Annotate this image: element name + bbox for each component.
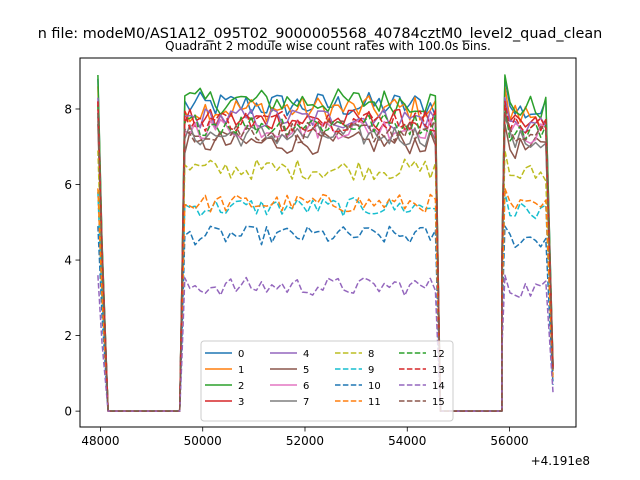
legend-label-10: 10 xyxy=(368,381,381,392)
y-tick-label: 6 xyxy=(64,178,72,192)
legend-label-12: 12 xyxy=(432,349,445,360)
legend-label-3: 3 xyxy=(238,397,244,408)
legend-label-13: 13 xyxy=(432,365,445,376)
legend-label-5: 5 xyxy=(303,365,309,376)
x-tick-label: 50000 xyxy=(184,434,222,448)
y-axis: 0 2 4 6 8 xyxy=(64,102,80,418)
y-tick-label: 4 xyxy=(64,253,72,267)
series-layer xyxy=(97,74,554,412)
legend-frame xyxy=(200,340,454,422)
x-tick-label: 56000 xyxy=(490,434,528,448)
x-tick-label: 48000 xyxy=(81,434,119,448)
legend-label-7: 7 xyxy=(303,397,309,408)
series-line-14 xyxy=(97,274,554,412)
x-offset-text: +4.191e8 xyxy=(531,454,590,468)
legend-label-2: 2 xyxy=(238,381,244,392)
legend-label-1: 1 xyxy=(238,365,244,376)
x-tick-label: 54000 xyxy=(388,434,426,448)
legend-label-4: 4 xyxy=(303,349,309,360)
x-axis: 48000 50000 52000 54000 56000 xyxy=(81,427,529,448)
y-tick-label: 8 xyxy=(64,102,72,116)
chart-suptitle: n file: modeM0/AS1A12_095T02_9000005568_… xyxy=(38,26,603,42)
chart-title: Quadrant 2 module wise count rates with … xyxy=(165,39,491,53)
y-tick-label: 0 xyxy=(64,404,72,418)
plot-frame xyxy=(79,57,577,428)
legend-label-6: 6 xyxy=(303,381,309,392)
x-tick-label: 52000 xyxy=(286,434,324,448)
legend-label-15: 15 xyxy=(432,397,445,408)
legend-label-14: 14 xyxy=(432,381,445,392)
legend-label-9: 9 xyxy=(368,365,374,376)
legend-label-0: 0 xyxy=(238,349,244,360)
y-tick-label: 2 xyxy=(64,329,72,343)
legend-label-8: 8 xyxy=(368,349,374,360)
legend-label-11: 11 xyxy=(368,397,381,408)
